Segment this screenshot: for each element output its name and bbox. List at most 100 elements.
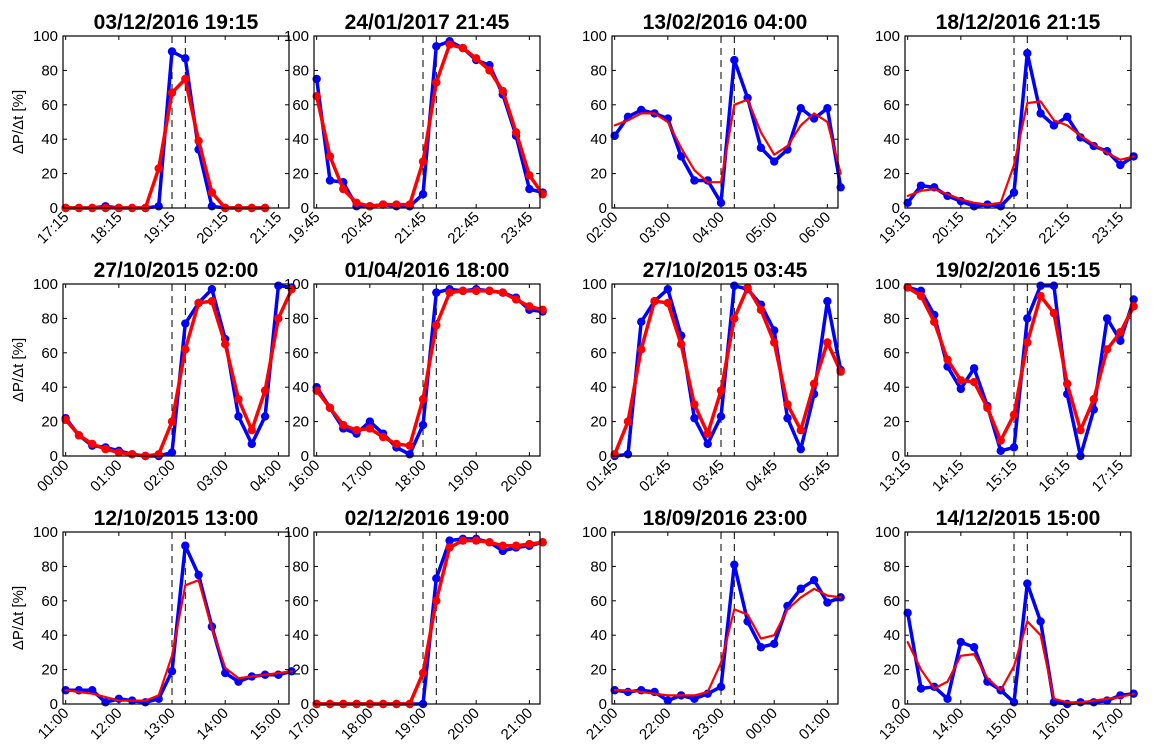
x-tick-label: 05:45	[796, 457, 835, 496]
plot-frame	[62, 283, 290, 457]
smoothed-point	[194, 298, 203, 308]
y-tick-label: 80	[292, 310, 309, 327]
x-tick-label: 11:00	[35, 705, 73, 743]
chart-title: 12/10/2015 13:00	[94, 507, 259, 530]
x-tick-label: 19:15	[140, 209, 179, 248]
smoothed-point	[458, 286, 468, 296]
x-tick-label: 20:45	[338, 209, 377, 248]
x-tick-label: 18:00	[391, 457, 430, 496]
y-tick-label: 0	[301, 448, 309, 465]
smoothed-point	[418, 668, 428, 678]
smoothed-point	[378, 432, 388, 442]
measured-point	[796, 444, 805, 454]
measured-point	[247, 439, 256, 449]
measured-series-line	[612, 283, 843, 458]
smoothed-point	[339, 184, 348, 194]
smoothed-point	[498, 86, 507, 96]
smoothed-point	[274, 314, 283, 323]
measured-series-line	[63, 283, 294, 458]
x-tick-label: 02:00	[140, 457, 179, 496]
measured-point	[1009, 698, 1019, 707]
plot-frame	[313, 283, 541, 457]
measured-point	[676, 152, 686, 161]
measured-point	[181, 319, 190, 328]
smoothed-point	[676, 340, 686, 349]
y-tick-label: 20	[883, 414, 900, 431]
y-tick-label: 40	[590, 379, 607, 396]
chart-title: 24/01/2017 21:45	[345, 11, 510, 34]
y-tick-label: 0	[892, 448, 900, 465]
smoothed-point	[1036, 291, 1045, 301]
smoothed-point	[365, 424, 375, 433]
measured-point	[916, 684, 926, 693]
measured-point	[1049, 121, 1059, 130]
smoothed-point	[930, 317, 939, 327]
measured-point	[1116, 160, 1125, 170]
x-tick-label: 04:00	[689, 209, 728, 248]
y-tick-label: 80	[590, 62, 607, 79]
plot-frame	[313, 35, 541, 209]
smoothed-point	[127, 450, 137, 459]
smoothed-point	[445, 40, 454, 49]
x-tick-label: 18:15	[87, 209, 126, 248]
y-tick-label: 20	[883, 662, 900, 679]
measured-point	[783, 413, 792, 423]
measured-point	[730, 281, 739, 290]
measured-point	[969, 364, 979, 373]
y-tick-label: 0	[599, 200, 607, 217]
smoothed-point	[114, 448, 124, 457]
smoothed-point	[234, 395, 243, 404]
chart-title: 18/09/2016 23:00	[643, 507, 808, 530]
smoothed-point	[525, 171, 534, 180]
smoothed-series-line	[314, 289, 545, 448]
x-tick-label: 22:45	[444, 209, 483, 248]
y-tick-label: 40	[292, 379, 309, 396]
measured-point	[956, 384, 966, 394]
y-tick-label: 80	[41, 558, 58, 575]
y-tick-label: 80	[590, 558, 607, 575]
measured-point	[418, 420, 428, 430]
smoothed-series-line	[314, 42, 545, 209]
smoothed-point	[458, 43, 468, 53]
smoothed-point	[1009, 410, 1019, 419]
measured-point	[167, 448, 177, 457]
measured-point	[956, 637, 966, 647]
smoothed-point	[378, 200, 388, 209]
plot-frame	[904, 283, 1132, 457]
x-tick-label: 05:00	[742, 209, 781, 248]
measured-point	[943, 694, 952, 704]
smoothed-point	[458, 536, 468, 545]
x-tick-label: 12:00	[87, 705, 126, 744]
y-tick-label: 40	[292, 131, 309, 148]
y-tick-label: 0	[599, 696, 607, 713]
measured-point	[445, 536, 454, 545]
smoothed-point	[916, 291, 926, 301]
smoothed-series-line	[64, 579, 293, 702]
measured-point	[207, 202, 217, 211]
measured-point	[809, 575, 819, 585]
smoothed-point	[339, 420, 348, 430]
smoothed-point	[1049, 309, 1059, 318]
y-tick-label: 0	[50, 200, 58, 217]
x-tick-label: 20:00	[498, 457, 537, 496]
y-tick-label: 100	[284, 276, 309, 293]
x-tick-label: 23:45	[498, 209, 537, 248]
measured-point	[1023, 314, 1032, 323]
smoothed-point	[690, 400, 699, 409]
measured-point	[1116, 336, 1125, 345]
smoothed-point	[498, 288, 507, 297]
x-tick-label: 14:00	[929, 705, 968, 744]
smoothed-point	[485, 538, 494, 547]
smoothed-point	[637, 345, 646, 354]
chart-title: 13/02/2016 04:00	[643, 11, 808, 34]
y-tick-label: 0	[301, 200, 309, 217]
y-tick-label: 80	[41, 310, 58, 327]
x-tick-label: 23:00	[689, 705, 728, 744]
measured-point	[996, 446, 1005, 456]
smoothed-point	[325, 152, 335, 161]
y-tick-label: 20	[292, 414, 309, 431]
